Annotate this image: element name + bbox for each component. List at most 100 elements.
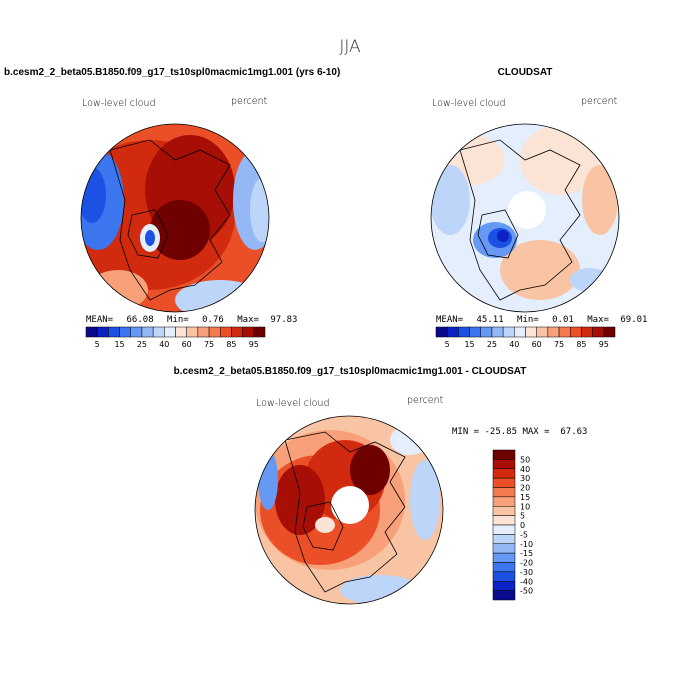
model-colorbar-swatch xyxy=(220,326,232,338)
diff-field-region xyxy=(340,575,420,604)
model-panel-title: b.cesm2_2_beta05.B1850.f09_g17_ts10spl0m… xyxy=(4,67,340,78)
obs-field-region xyxy=(497,230,509,242)
diff-colorbar-swatch xyxy=(492,534,516,544)
obs-colorbar-swatch xyxy=(603,326,616,338)
diff-map xyxy=(255,416,443,604)
obs-colorbar-tick-label: 85 xyxy=(576,340,586,349)
model-colorbar-swatch xyxy=(152,326,165,338)
model-max-value: 97.83 xyxy=(270,315,297,325)
model-mean-value: 66.08 xyxy=(127,315,154,325)
model-colorbar-swatch xyxy=(119,326,131,338)
obs-field-region xyxy=(431,165,470,235)
model-colorbar-tick-label: 85 xyxy=(226,340,236,349)
model-field-region xyxy=(81,167,106,223)
obs-panel-title: CLOUDSAT xyxy=(498,67,553,78)
obs-colorbar-swatch xyxy=(435,326,448,338)
diff-colorbar-swatch xyxy=(492,506,516,516)
obs-field-region xyxy=(570,268,610,292)
model-min-value: 0.76 xyxy=(202,315,224,325)
model-colorbar-swatch xyxy=(164,326,176,338)
model-map xyxy=(81,124,269,312)
obs-colorbar-tick-label: 25 xyxy=(487,340,497,349)
model-colorbar-tick-label: 95 xyxy=(249,340,259,349)
model-greenland-outline xyxy=(127,209,169,259)
obs-min-label: Min= xyxy=(517,315,539,325)
obs-colorbar-swatch xyxy=(469,326,481,338)
model-colorbar-swatch xyxy=(197,326,210,338)
model-colorbar-swatch xyxy=(208,326,221,338)
obs-colorbar-swatch xyxy=(458,326,470,338)
diff-field-region xyxy=(350,445,390,495)
diff-colorbar-tick-label: 20 xyxy=(520,484,530,493)
diff-colorbar-tick-label: 0 xyxy=(520,521,525,530)
obs-colorbar-tick-label: 40 xyxy=(509,340,519,349)
diff-colorbar-tick-label: -40 xyxy=(520,577,533,586)
diff-colorbar-swatch xyxy=(492,459,516,469)
obs-greenland-outline xyxy=(477,209,519,259)
obs-colorbar-tick-label: 60 xyxy=(532,340,542,349)
model-field-region xyxy=(150,200,210,260)
model-colorbar-swatch xyxy=(175,326,187,338)
model-colorbar-tick-label: 25 xyxy=(137,340,147,349)
diff-colorbar-swatch xyxy=(492,571,516,582)
model-field-region xyxy=(250,178,269,242)
diff-colorbar-tick-label: 50 xyxy=(520,455,530,464)
model-colorbar-tick-label: 60 xyxy=(182,340,192,349)
model-mean-label: MEAN= xyxy=(86,315,114,325)
model-colorbar-tick-label: 15 xyxy=(114,340,124,349)
model-map-border xyxy=(80,123,270,313)
diff-field-region xyxy=(410,460,440,540)
model-field-region xyxy=(88,270,148,310)
obs-coastline xyxy=(459,139,581,301)
obs-colorbar-swatch xyxy=(480,326,493,338)
diff-coastline xyxy=(284,431,406,593)
model-colorbar-tick-label: 40 xyxy=(159,340,169,349)
diff-colorbar-swatch xyxy=(492,552,516,563)
obs-field-region xyxy=(500,240,580,300)
model-colorbar-swatch xyxy=(108,326,120,338)
diff-map-border xyxy=(254,415,444,605)
diff-colorbar-tick-label: -5 xyxy=(520,530,528,539)
diff-colorbar-tick-label: -30 xyxy=(520,568,533,577)
diff-colorbar-tick-label: 5 xyxy=(520,512,525,521)
model-colorbar-swatch xyxy=(186,326,199,338)
diff-colorbar-swatch xyxy=(492,496,516,507)
model-field-label: Low-level cloud xyxy=(82,98,155,109)
obs-field-region xyxy=(582,165,618,235)
model-colorbar-tick-label: 75 xyxy=(204,340,214,349)
diff-colorbar-tick-label: 10 xyxy=(520,502,530,511)
obs-units-label: percent xyxy=(581,96,618,107)
diff-colorbar-tick-label: 40 xyxy=(520,465,530,474)
diff-colorbar-swatch xyxy=(492,487,516,498)
diff-field-region xyxy=(275,465,325,535)
model-colorbar-swatch xyxy=(141,326,154,338)
diff-colorbar-swatch xyxy=(492,590,516,601)
diff-colorbar-tick-label: 15 xyxy=(520,493,530,502)
diff-colorbar-swatch xyxy=(492,581,516,591)
obs-colorbar-tick-label: 75 xyxy=(554,340,564,349)
obs-colorbar-swatch xyxy=(446,326,459,338)
model-colorbar-swatch xyxy=(130,326,143,338)
svg-text:MEAN= 66.08 Min= 0: MEAN= 66.08 Min= 0.76 Max= 97.83 xyxy=(86,315,297,325)
model-colorbar-swatch xyxy=(85,326,98,338)
obs-colorbar-swatch xyxy=(570,326,582,338)
season-title: JJA xyxy=(339,37,361,57)
diff-units-label: percent xyxy=(407,395,444,406)
obs-colorbar-swatch xyxy=(502,326,515,338)
obs-map-border xyxy=(430,123,620,313)
obs-colorbar-tick-label: 95 xyxy=(599,340,609,349)
diff-colorbar-swatch xyxy=(492,543,516,554)
obs-colorbar-swatch xyxy=(525,326,537,338)
obs-colorbar-swatch xyxy=(547,326,560,338)
diff-minmax-label: MIN = -25.85 MAX = 67.63 xyxy=(452,427,587,437)
obs-map xyxy=(431,124,619,312)
obs-colorbar-swatch xyxy=(558,326,571,338)
obs-colorbar-swatch xyxy=(536,326,549,338)
diff-panel-title: b.cesm2_2_beta05.B1850.f09_g17_ts10spl0m… xyxy=(174,366,527,377)
obs-colorbar-tick-label: 15 xyxy=(464,340,474,349)
obs-field-region xyxy=(520,125,600,195)
diff-field-region xyxy=(315,517,335,533)
obs-colorbar-swatch xyxy=(514,326,526,338)
